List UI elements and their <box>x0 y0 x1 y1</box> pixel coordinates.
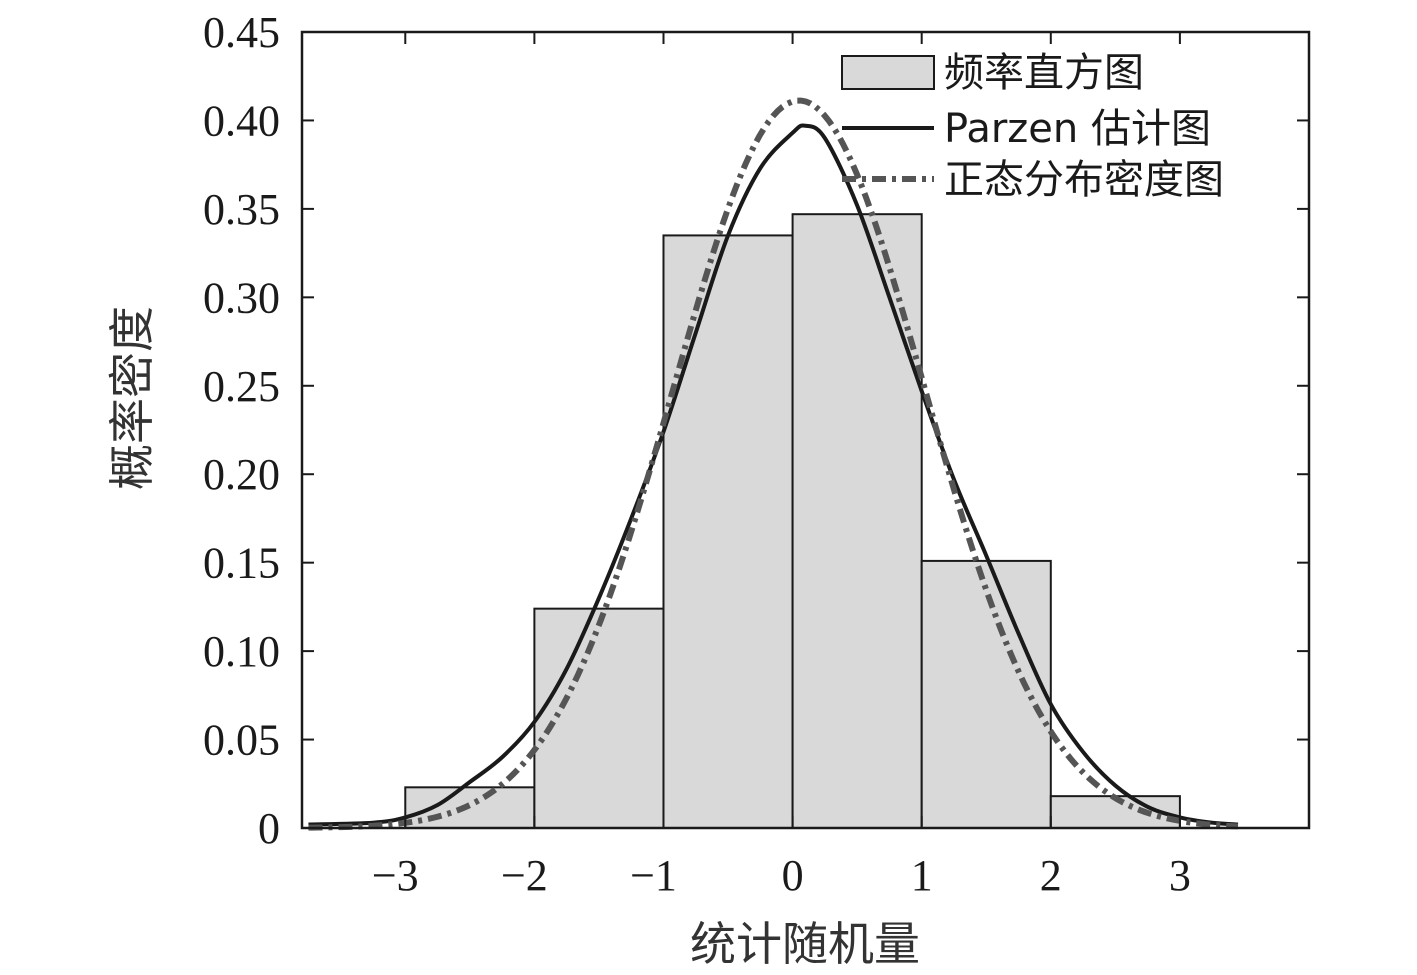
parzen-curve <box>308 123 1239 827</box>
y-tick-label: 0.40 <box>203 96 280 145</box>
x-tick-label: −2 <box>501 851 548 900</box>
x-tick-label: −1 <box>630 851 677 900</box>
histogram-bar <box>533 607 665 829</box>
legend-swatch-histogram <box>841 55 935 90</box>
y-axis-label: 概率密度 <box>105 306 159 490</box>
y-axis-ticks: 0 0.05 0.10 0.15 0.20 0.25 0.30 0.35 0.40 0.45 <box>203 8 1309 853</box>
legend-label-parzen: Parzen 估计图 <box>944 106 1211 152</box>
curves <box>308 97 1239 831</box>
y-tick-label: 0.15 <box>203 539 280 588</box>
y-tick-label: 0.25 <box>203 362 280 411</box>
y-tick-label: 0.45 <box>203 8 280 57</box>
x-tick-label: −3 <box>372 851 419 900</box>
plot-frame <box>300 30 1311 830</box>
y-tick-label: 0.05 <box>203 716 280 765</box>
x-tick-label: 0 <box>782 851 804 900</box>
y-tick-label: 0.20 <box>203 450 280 499</box>
y-tick-label: 0.10 <box>203 627 280 676</box>
y-tick-label: 0 <box>258 804 280 853</box>
x-tick-label: 1 <box>911 851 933 900</box>
x-axis-label: 统计随机量 <box>690 917 920 971</box>
y-tick-label: 0.30 <box>203 273 280 322</box>
x-tick-label: 2 <box>1040 851 1062 900</box>
legend-label-normal: 正态分布密度图 <box>944 157 1224 203</box>
normal-density-curve <box>308 97 1239 831</box>
x-tick-label: 3 <box>1169 851 1191 900</box>
histogram-bar <box>662 234 794 829</box>
histogram-bar <box>920 559 1052 829</box>
x-axis-ticks: −3 −2 −1 0 1 2 3 <box>372 32 1191 900</box>
legend: 频率直方图 Parzen 估计图 正态分布密度图 <box>841 50 1224 203</box>
y-tick-label: 0.35 <box>203 185 280 234</box>
legend-label-histogram: 频率直方图 <box>944 50 1144 96</box>
histogram-bar <box>791 213 923 829</box>
